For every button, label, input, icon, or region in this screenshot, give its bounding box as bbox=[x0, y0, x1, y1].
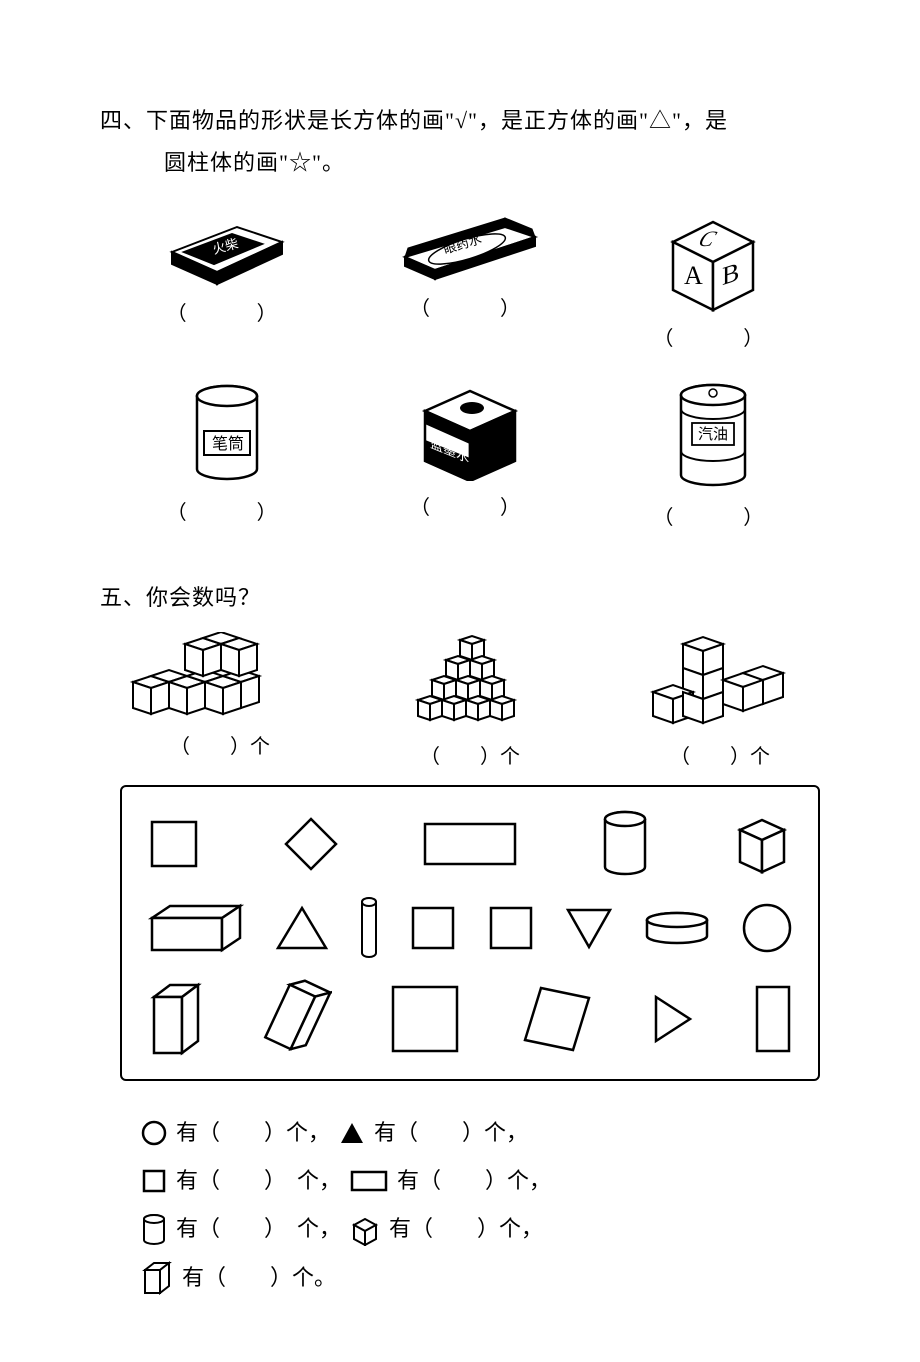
count-label: （ ）个 bbox=[670, 740, 770, 769]
shape-circle bbox=[740, 901, 794, 955]
cube-icon bbox=[349, 1214, 381, 1246]
shape-cuboid-tall bbox=[146, 979, 206, 1059]
shape-square bbox=[146, 816, 202, 872]
shape-parallelogram bbox=[519, 982, 595, 1056]
count-label: （ ）个 bbox=[420, 740, 520, 769]
shapes-row-2 bbox=[146, 895, 794, 961]
shape-tall-rect bbox=[752, 982, 794, 1056]
cubes-cross-icon bbox=[635, 632, 805, 732]
abc-cube-icon: A B C bbox=[658, 212, 768, 312]
shape-square bbox=[408, 903, 458, 953]
shape-cuboid-tilt bbox=[262, 977, 332, 1061]
pen-holder-icon: 笔筒 bbox=[182, 381, 272, 486]
q4-grid: 火柴 （ ） 眼药水 （ ） A B C （ ） bbox=[140, 212, 800, 530]
shape-rect bbox=[420, 819, 520, 869]
square-icon bbox=[140, 1167, 168, 1195]
shapes-row-1 bbox=[146, 809, 794, 879]
shape-triangle bbox=[274, 903, 330, 953]
shape-triangle-down bbox=[564, 905, 614, 951]
shape-diamond bbox=[281, 814, 341, 874]
svg-text:B: B bbox=[722, 256, 739, 291]
paren: （ ） bbox=[410, 292, 530, 321]
shape-square bbox=[486, 903, 536, 953]
paren: （ ） bbox=[410, 491, 530, 520]
answer-line-1: 有（ ）个， 有（ ）个， bbox=[140, 1109, 820, 1157]
q5-count-grid: （ ）个 bbox=[120, 632, 820, 769]
answer-line-3: 有（ ） 个， 有（ ）个， bbox=[140, 1205, 820, 1253]
circle-icon bbox=[140, 1119, 168, 1147]
matchbox-icon: 火柴 bbox=[162, 212, 292, 287]
answer-line-4: 有（ ）个。 bbox=[140, 1254, 820, 1302]
shape-flat-cylinder bbox=[642, 910, 712, 946]
cuboid-icon bbox=[140, 1259, 174, 1297]
ink-cube-icon: 蓝墨水 bbox=[410, 381, 530, 481]
item-ink-cube: 蓝墨水 （ ） bbox=[383, 381, 556, 530]
paren: （ ） bbox=[167, 297, 287, 326]
svg-text:汽油: 汽油 bbox=[698, 426, 728, 443]
triangle-icon bbox=[338, 1120, 366, 1146]
cubes-row-icon bbox=[125, 632, 315, 722]
item-cubes-cross: （ ）个 bbox=[620, 632, 820, 769]
item-cubes-pyramid: （ ）个 bbox=[370, 632, 570, 769]
shape-cuboid bbox=[146, 900, 246, 956]
item-matchbox: 火柴 （ ） bbox=[140, 212, 313, 351]
shape-big-square bbox=[387, 981, 463, 1057]
q4-heading: 四、下面物品的形状是长方体的画"√"，是正方体的画"△"，是 圆柱体的画"☆"。 bbox=[100, 100, 840, 184]
paren: （ ） bbox=[653, 501, 773, 530]
shape-thin-cylinder bbox=[358, 895, 380, 961]
eyedrop-icon: 眼药水 bbox=[395, 212, 545, 282]
svg-text:笔筒: 笔筒 bbox=[212, 435, 244, 453]
q4-heading-line2: 圆柱体的画"☆"。 bbox=[100, 142, 345, 184]
shape-triangle-right bbox=[650, 991, 696, 1047]
cylinder-icon bbox=[140, 1212, 168, 1248]
shapes-box bbox=[120, 785, 820, 1081]
item-cubes-row: （ ）个 bbox=[120, 632, 320, 769]
oil-barrel-icon: 汽油 bbox=[668, 381, 758, 491]
shape-cube bbox=[730, 812, 794, 876]
answer-lines: 有（ ）个， 有（ ）个， 有（ ） 个， 有（ ）个， 有（ ） 个， 有（ … bbox=[140, 1109, 820, 1303]
shape-cylinder bbox=[599, 809, 651, 879]
count-label: （ ）个 bbox=[170, 730, 270, 759]
paren: （ ） bbox=[653, 322, 773, 351]
q4-heading-line1: 四、下面物品的形状是长方体的画"√"，是正方体的画"△"，是 bbox=[100, 108, 728, 133]
cubes-pyramid-icon bbox=[390, 632, 550, 732]
item-abc-cube: A B C （ ） bbox=[627, 212, 800, 351]
paren: （ ） bbox=[167, 496, 287, 525]
answer-line-2: 有（ ） 个， 有（ ）个， bbox=[140, 1157, 820, 1205]
rect-icon bbox=[349, 1169, 389, 1193]
item-eyedrop: 眼药水 （ ） bbox=[383, 212, 556, 351]
item-oil-barrel: 汽油 （ ） bbox=[627, 381, 800, 530]
shapes-row-3 bbox=[146, 977, 794, 1061]
item-pen-holder: 笔筒 （ ） bbox=[140, 381, 313, 530]
svg-text:A: A bbox=[684, 261, 703, 290]
q5-heading: 五、你会数吗？ bbox=[100, 580, 840, 612]
